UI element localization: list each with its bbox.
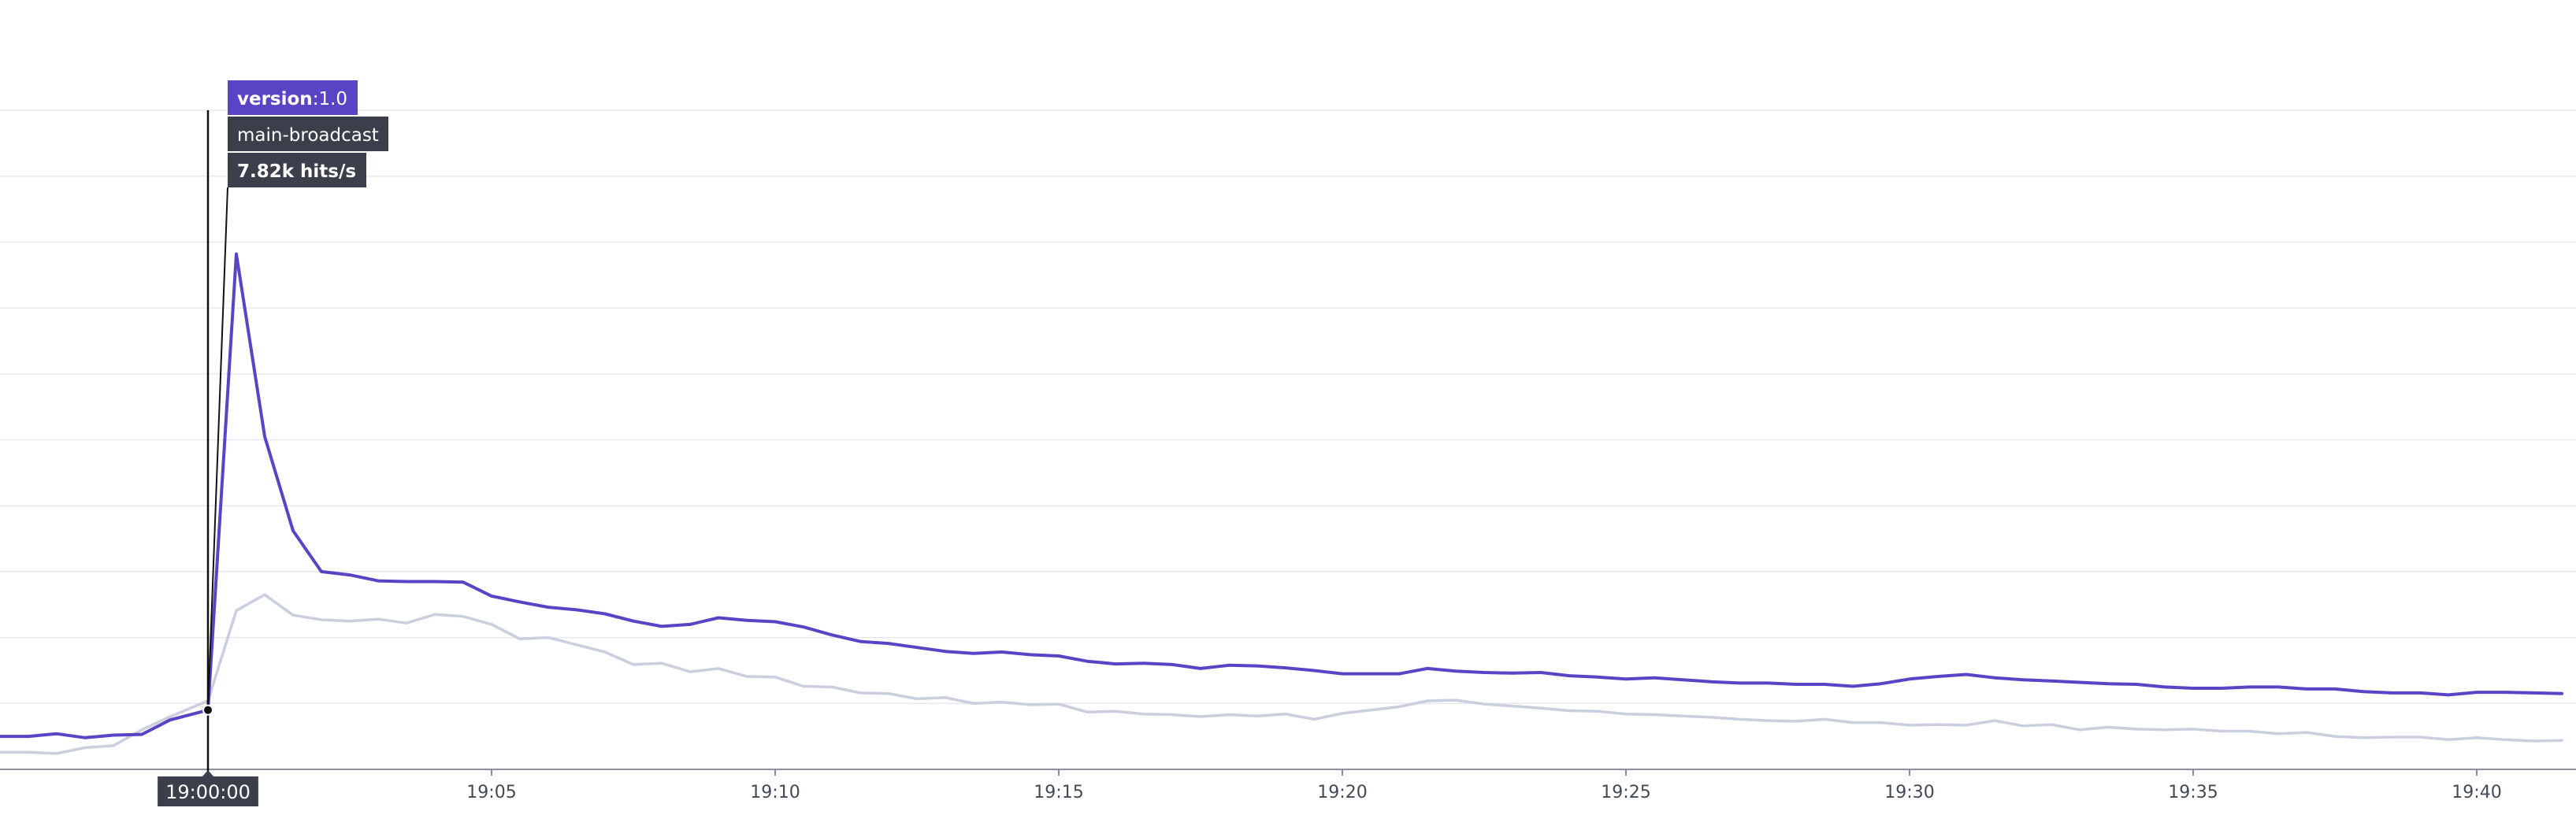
hover-overlay: version:1.0 main-broadcast 7.82k hits/s … [158,80,388,806]
tooltip-tag-value: 1.0 [318,89,347,109]
gridlines [0,109,2576,705]
tooltip-tag: version:1.0 [237,89,347,109]
x-tick-label: 19:10 [750,783,800,802]
tooltip-tag-key: version [237,89,313,109]
hover-point[interactable] [202,704,213,716]
x-tick-label: 19:30 [1884,783,1934,802]
series-lines [0,252,2563,755]
tooltip-series-name: main-broadcast [237,125,379,146]
x-axis: 19:05 19:10 19:15 19:20 19:25 19:30 19:35 19:40 [0,769,2576,802]
x-tick-label: 19:40 [2452,783,2501,802]
time-badge: 19:00:00 [165,781,251,803]
tooltip-tag-sep: : [313,89,319,109]
series-line-secondary [0,593,2563,755]
tooltip-pointer [207,187,228,710]
tooltip-value-bg [228,153,366,187]
tooltip: version:1.0 main-broadcast 7.82k hits/s [228,80,388,187]
time-badge-bg [158,776,258,806]
x-tick-label: 19:35 [2168,783,2218,802]
tooltip-tag-bg [228,80,358,115]
tooltip-series-bg [228,117,388,151]
x-tick-label: 19:20 [1317,783,1367,802]
x-tick-label: 19:25 [1601,783,1650,802]
x-tick-label: 19:15 [1034,783,1083,802]
tooltip-value: 7.82k hits/s [237,161,356,182]
series-line-primary [0,252,2563,739]
x-tick-label: 19:05 [466,783,516,802]
time-badge-arrow [202,770,214,777]
